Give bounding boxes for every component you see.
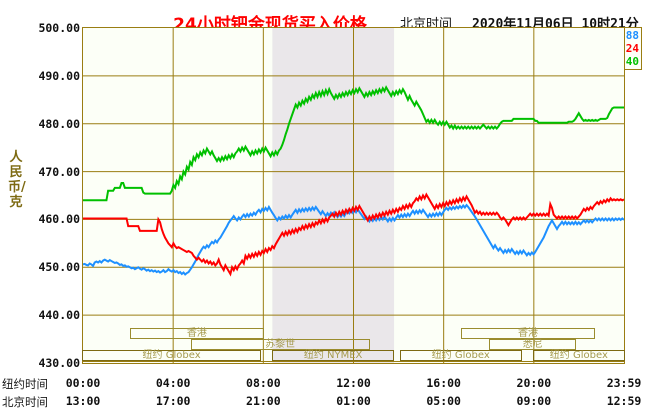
x-axis-tick-label: 20:00 [516, 376, 552, 390]
x-axis-row1-label: 纽约时间 [2, 377, 48, 391]
price-line-series-2 [83, 85, 624, 202]
y-axis-tick-label: 470.00 [38, 164, 80, 179]
x-axis-tick-label: 12:00 [336, 376, 371, 390]
plot-area [82, 27, 625, 364]
session-bar: 香港 [461, 328, 596, 339]
session-bar: 苏黎世 [190, 339, 370, 350]
x-axis-tick-label: 16:00 [426, 376, 461, 390]
x-axis-tick-label: 13:00 [65, 394, 101, 408]
y-axis-tick-label: 490.00 [38, 68, 80, 83]
y-axis-ticks: 500.00 490.00 480.00 470.00 460.00 450.00 440.… [0, 0, 80, 370]
y-axis-tick-label: 460.00 [38, 212, 80, 227]
x-axis-tick-label: 12:59 [606, 394, 642, 408]
x-axis-tick-label: 23:59 [606, 376, 642, 390]
y-axis-title: 人民币/克 [8, 150, 26, 210]
x-axis-tick-label: 04:00 [155, 376, 191, 390]
x-axis-labels: 纽约时间 北京时间 00:00 04:00 08:00 12:00 16:00 20:00… [0, 375, 648, 415]
session-bar: 纽约 NYMEX [272, 350, 395, 361]
chart-gridlines [83, 28, 624, 363]
session-bar: 纽约 Globex [532, 350, 625, 361]
x-axis-tick-label: 17:00 [155, 394, 191, 408]
x-axis-tick-label: 05:00 [426, 394, 461, 408]
nymex-session-highlight [272, 28, 395, 363]
x-axis-tick-label: 09:00 [516, 394, 552, 408]
y-axis-tick-label: 440.00 [38, 308, 80, 323]
y-axis-tick-label: 500.00 [38, 21, 80, 35]
market-session-bars: 香港 香港 苏黎世 悉尼 纽约 Globex 纽约 NYMEX 纽约 Globex 纽约 Gl… [82, 328, 625, 364]
session-baseline [82, 361, 625, 362]
session-bar: 纽约 Globex [399, 350, 522, 361]
x-axis-tick-label: 00:00 [65, 376, 101, 390]
y-axis-tick-label: 480.00 [38, 116, 80, 131]
x-axis-tick-label: 08:00 [246, 376, 281, 390]
price-lines-svg [83, 28, 624, 363]
nymex-shaded-region [272, 28, 395, 363]
y-axis-tick-label: 430.00 [38, 356, 80, 370]
price-line-series-1 [83, 192, 624, 277]
session-bar: 悉尼 [489, 339, 577, 350]
y-axis-tick-label: 450.00 [38, 260, 80, 275]
session-bar: 纽约 Globex [82, 350, 262, 361]
x-axis-tick-label: 21:00 [246, 394, 281, 408]
x-axis-row2-label: 北京时间 [2, 395, 48, 409]
x-axis-tick-label: 01:00 [336, 394, 371, 408]
price-series-lines [83, 85, 624, 277]
session-bar: 香港 [129, 328, 264, 339]
